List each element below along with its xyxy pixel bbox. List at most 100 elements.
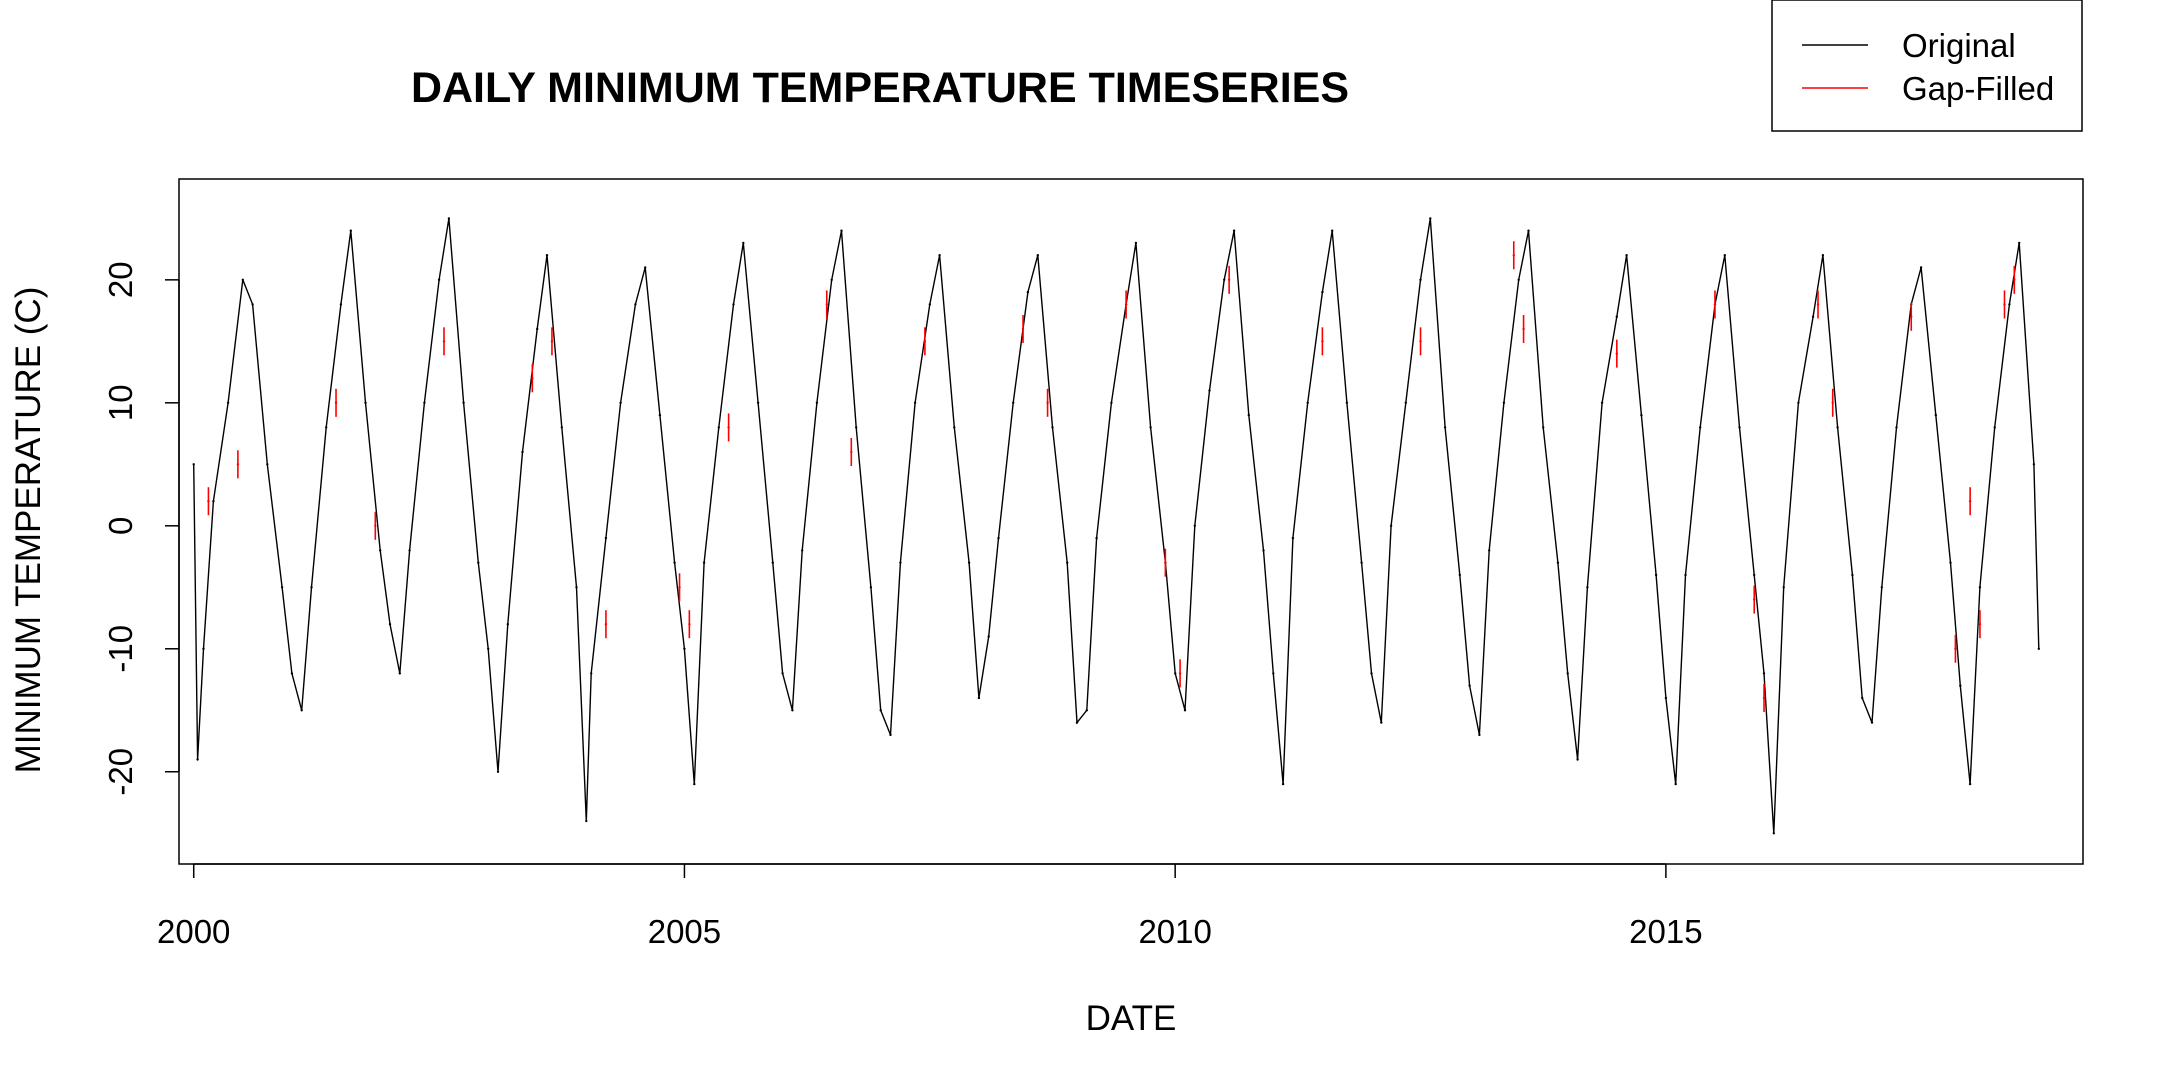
legend-label-gap-filled: Gap-Filled — [1902, 70, 2054, 107]
data-point — [226, 401, 230, 404]
x-tick-label: 2005 — [648, 913, 721, 950]
data-point — [913, 401, 917, 404]
data-point — [1026, 290, 1030, 294]
data-point — [374, 524, 377, 527]
data-point — [1066, 561, 1069, 564]
data-point — [1021, 327, 1025, 331]
data-point — [207, 500, 210, 503]
data-point — [756, 401, 760, 404]
data-point — [619, 401, 622, 404]
data-point — [987, 635, 990, 638]
data-point — [1380, 721, 1383, 724]
data-point — [1110, 401, 1113, 404]
data-point — [1821, 254, 1825, 257]
data-point — [717, 426, 720, 429]
data-point — [560, 426, 563, 429]
data-point — [1586, 586, 1589, 589]
data-point — [1458, 573, 1462, 577]
data-point — [1615, 352, 1619, 355]
data-point — [2003, 303, 2006, 306]
data-point — [1954, 647, 1957, 650]
x-axis-title: DATE — [1086, 999, 1177, 1038]
data-point — [781, 672, 784, 675]
data-point — [1331, 229, 1334, 232]
data-point — [1321, 340, 1324, 343]
data-point — [604, 623, 608, 626]
data-point — [2018, 241, 2021, 245]
data-point — [840, 229, 843, 232]
data-point — [437, 278, 441, 281]
data-point — [477, 561, 480, 564]
data-point — [300, 709, 303, 712]
data-point — [1389, 524, 1393, 527]
data-point — [830, 278, 833, 281]
data-point — [928, 303, 931, 306]
data-point — [196, 758, 199, 761]
data-point — [1762, 672, 1766, 675]
y-axis: -20 -10 0 10 20 — [102, 261, 180, 796]
legend: Original Gap-Filled — [1771, 0, 2083, 132]
data-point — [1051, 426, 1054, 429]
data-point — [1124, 303, 1128, 306]
data-point — [575, 586, 578, 589]
data-point — [1478, 733, 1481, 737]
data-point — [1576, 758, 1579, 761]
data-point — [1306, 401, 1309, 404]
data-point — [1836, 426, 1839, 429]
data-point — [1600, 401, 1604, 404]
data-point — [1232, 229, 1236, 232]
y-tick-label: 10 — [102, 384, 139, 421]
data-point — [290, 672, 294, 675]
data-point — [1556, 561, 1560, 564]
data-point — [1782, 586, 1785, 589]
data-point — [801, 549, 804, 552]
data-point — [462, 401, 465, 404]
data-point — [1654, 573, 1658, 577]
data-point — [1488, 549, 1491, 552]
data-point — [688, 623, 691, 626]
data-point — [1723, 254, 1727, 257]
data-point — [349, 229, 352, 232]
data-point — [771, 561, 774, 564]
data-point — [923, 340, 927, 343]
data-point — [1291, 536, 1295, 540]
data-point — [398, 672, 401, 675]
data-point — [1797, 401, 1800, 404]
data-point — [1870, 721, 1874, 724]
data-point — [379, 549, 382, 552]
data-point — [678, 586, 681, 589]
data-point — [1149, 426, 1152, 429]
data-point — [531, 377, 534, 380]
series-layer — [192, 217, 2041, 835]
data-point — [1851, 573, 1854, 577]
plot-frame — [178, 178, 2084, 865]
data-point — [889, 733, 892, 737]
data-point — [1831, 401, 1834, 404]
data-point — [1247, 413, 1251, 417]
data-point — [1085, 709, 1089, 712]
data-point — [1949, 561, 1952, 564]
data-point — [241, 278, 244, 281]
data-point — [1512, 254, 1516, 257]
data-point — [1012, 401, 1015, 404]
x-tick-label: 2010 — [1138, 913, 1211, 950]
data-point — [442, 340, 446, 343]
y-axis-title: MINIMUM TEMPERATURE (C) — [9, 287, 48, 774]
data-point — [1664, 696, 1668, 700]
data-point — [1321, 290, 1324, 294]
data-point — [1404, 401, 1408, 404]
data-point — [644, 266, 647, 269]
data-point — [1640, 413, 1643, 417]
data-point — [1468, 684, 1471, 687]
data-point — [683, 647, 686, 650]
data-point — [550, 340, 554, 343]
legend-box — [1771, 0, 2083, 132]
data-point — [1772, 832, 1776, 835]
data-point — [2008, 303, 2011, 306]
data-point — [1281, 782, 1285, 786]
data-point — [364, 401, 367, 404]
data-point — [423, 401, 426, 404]
data-point — [850, 450, 853, 454]
data-point — [1517, 278, 1520, 281]
